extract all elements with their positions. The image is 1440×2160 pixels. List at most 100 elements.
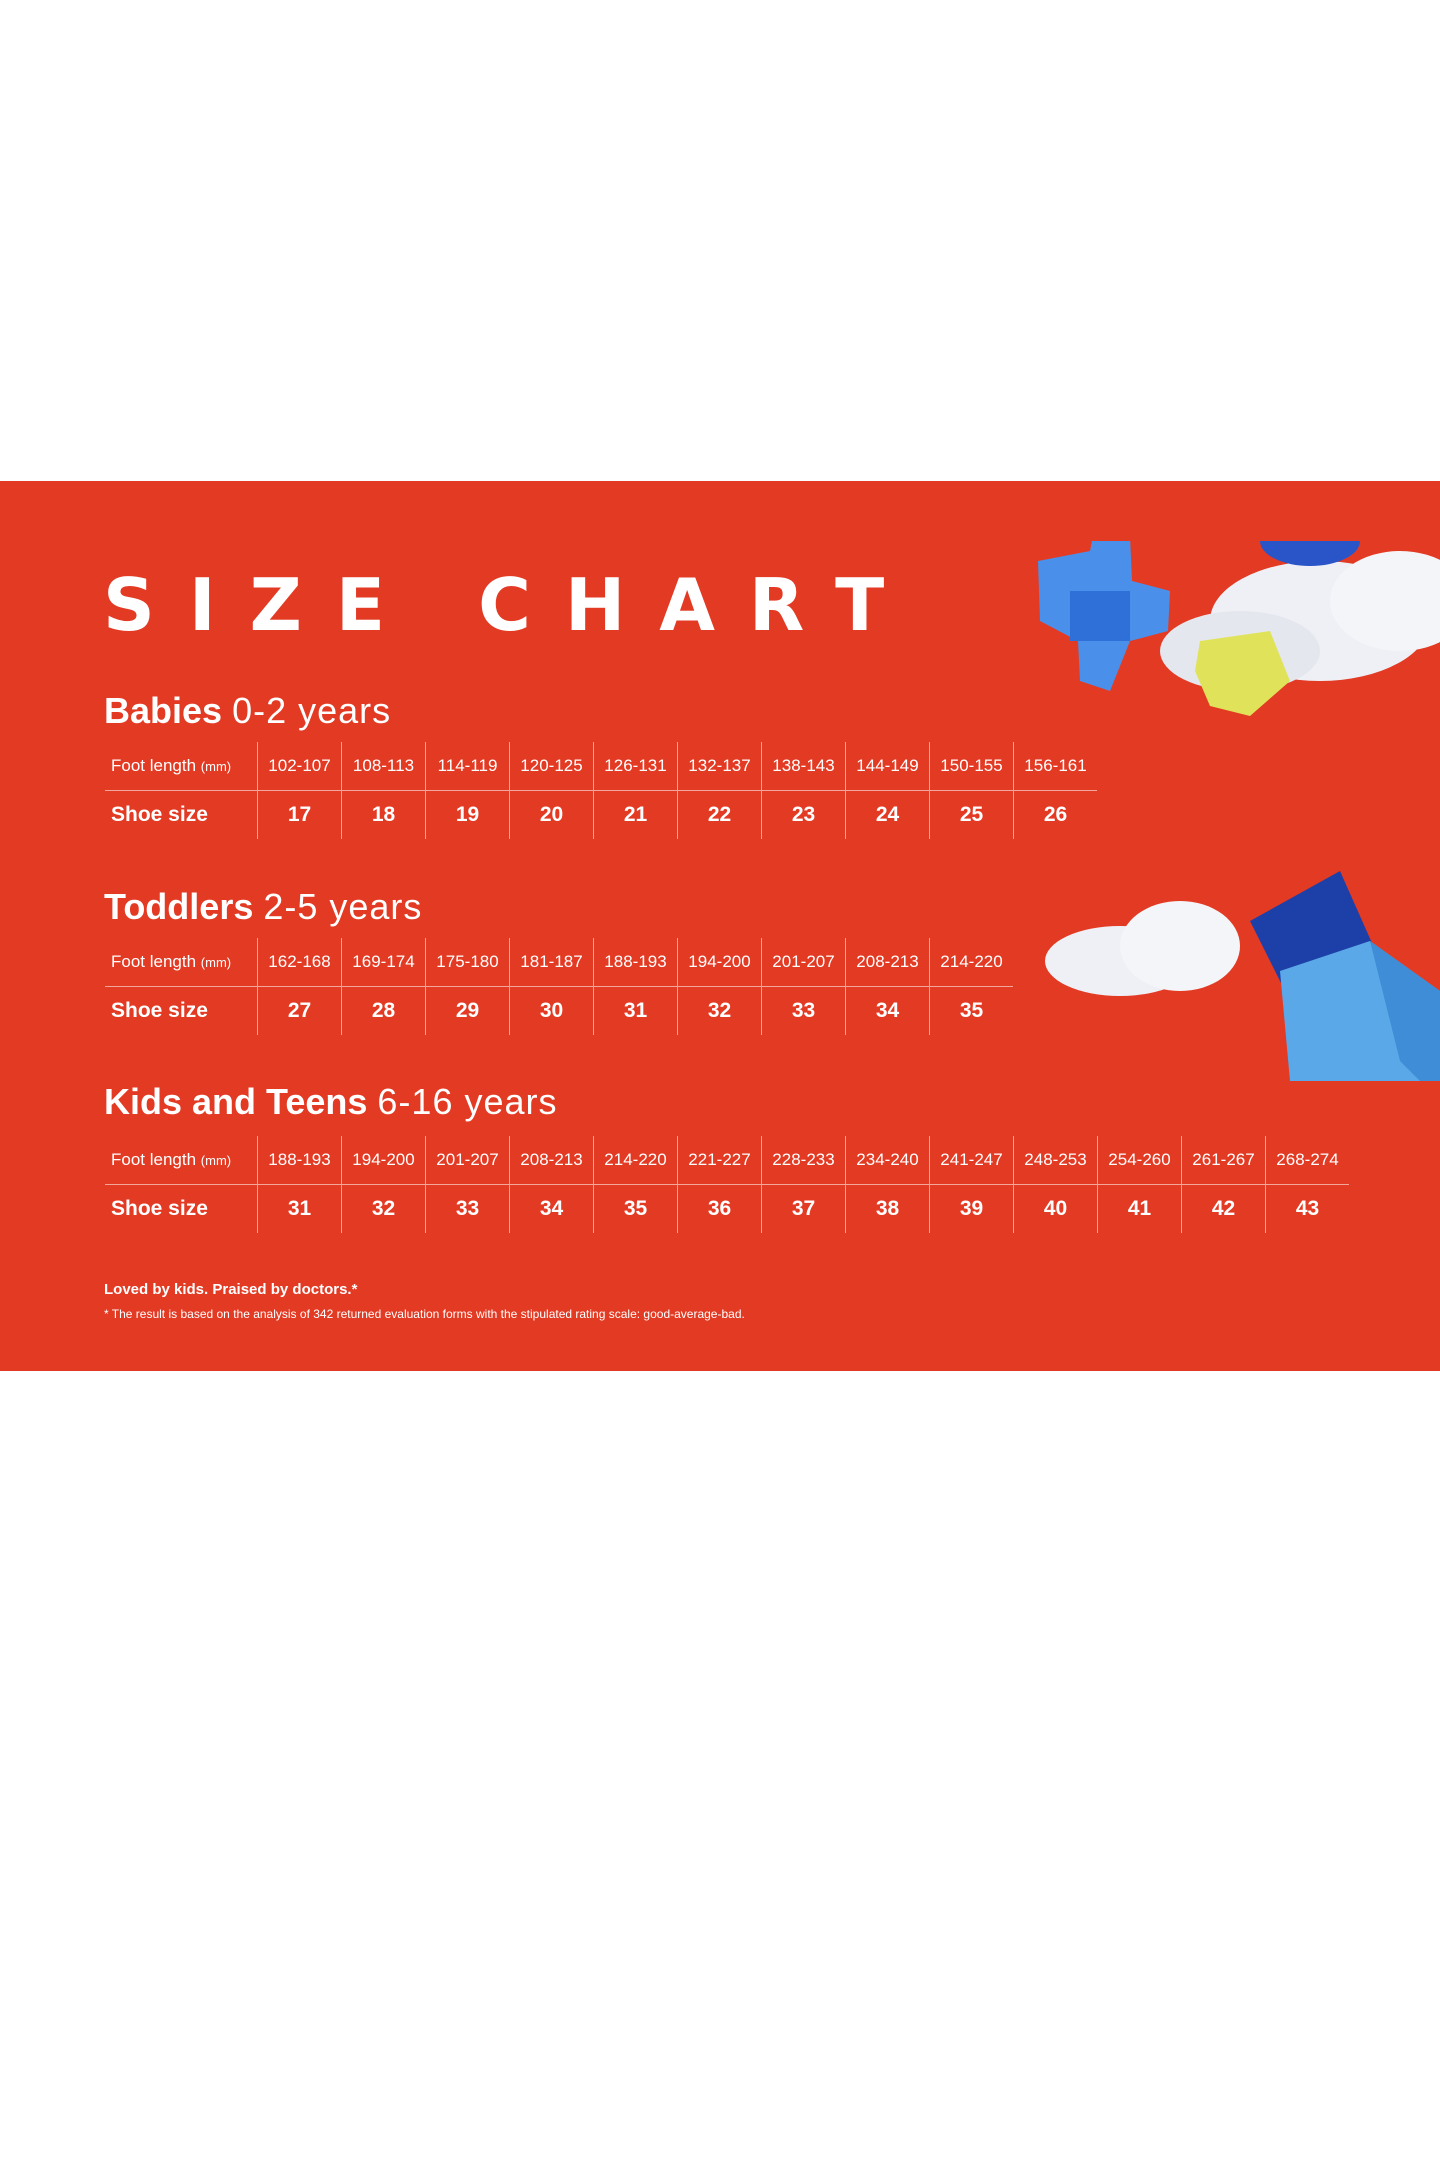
shoe-size-row: Shoe size 17 18 19 20 21 22 23 24 25 26 — [105, 790, 1097, 839]
foot-length-cell: 201-207 — [425, 1136, 510, 1185]
shoe-size-cell: 40 — [1013, 1184, 1098, 1233]
section-age: 0-2 years — [232, 690, 392, 731]
shoe-size-cell: 43 — [1265, 1184, 1349, 1233]
shoe-size-cell: 34 — [845, 986, 930, 1035]
shoe-size-cell: 27 — [257, 986, 342, 1035]
blue-block-icon — [1038, 541, 1170, 691]
section-heading-babies: Babies 0-2 years — [104, 693, 391, 729]
shoe-size-cell: 21 — [593, 790, 678, 839]
shoe-size-row: Shoe size 27 28 29 30 31 32 33 34 35 — [105, 986, 1013, 1035]
shoe-size-cell: 31 — [257, 1184, 342, 1233]
shoe-size-cell: 25 — [929, 790, 1014, 839]
foot-length-row: Foot length (mm) 102-107 108-113 114-119 120… — [105, 742, 1097, 791]
foot-length-cell: 175-180 — [425, 938, 510, 987]
shoe-size-cell: 17 — [257, 790, 342, 839]
foot-length-cell: 120-125 — [509, 742, 594, 791]
section-age: 6-16 years — [377, 1081, 558, 1122]
foot-length-cell: 108-113 — [341, 742, 426, 791]
row-label-foot-length: Foot length (mm) — [105, 1136, 258, 1185]
foot-length-cell: 221-227 — [677, 1136, 762, 1185]
decorative-blocks-and-clouds-illustration — [1038, 541, 1440, 1081]
babies-size-table: Foot length (mm) 102-107 108-113 114-119 120… — [105, 742, 1097, 839]
section-name: Kids and Teens — [104, 1081, 368, 1122]
foot-length-cell: 228-233 — [761, 1136, 846, 1185]
foot-length-cell: 261-267 — [1181, 1136, 1266, 1185]
section-name: Toddlers — [104, 886, 254, 927]
shoe-size-cell: 28 — [341, 986, 426, 1035]
shoe-size-cell: 26 — [1013, 790, 1097, 839]
foot-length-cell: 162-168 — [257, 938, 342, 987]
shoe-size-cell: 36 — [677, 1184, 762, 1233]
foot-length-cell: 169-174 — [341, 938, 426, 987]
foot-length-cell: 188-193 — [257, 1136, 342, 1185]
foot-length-cell: 208-213 — [845, 938, 930, 987]
cloud-icon — [1045, 901, 1240, 996]
shoe-size-cell: 33 — [761, 986, 846, 1035]
foot-length-cell: 268-274 — [1265, 1136, 1349, 1185]
label-text: Foot length — [111, 756, 197, 775]
foot-length-cell: 214-220 — [929, 938, 1013, 987]
row-label-shoe-size: Shoe size — [111, 803, 208, 826]
light-blue-cube-icon — [1280, 941, 1440, 1081]
foot-length-cell: 126-131 — [593, 742, 678, 791]
row-label-shoe-size: Shoe size — [111, 1197, 208, 1220]
foot-length-cell: 201-207 — [761, 938, 846, 987]
shoe-size-cell: 30 — [509, 986, 594, 1035]
shoe-size-cell: 31 — [593, 986, 678, 1035]
shoe-size-cell: 41 — [1097, 1184, 1182, 1233]
foot-length-cell: 194-200 — [341, 1136, 426, 1185]
shoe-size-cell: 38 — [845, 1184, 930, 1233]
shoe-size-cell: 35 — [929, 986, 1013, 1035]
foot-length-cell: 181-187 — [509, 938, 594, 987]
page-title: SIZE CHART — [103, 563, 919, 647]
yellow-block-icon — [1195, 631, 1290, 716]
foot-length-cell: 188-193 — [593, 938, 678, 987]
label-text: Foot length — [111, 1150, 197, 1169]
shoe-size-cell: 22 — [677, 790, 762, 839]
foot-length-cell: 102-107 — [257, 742, 342, 791]
unit-text: (mm) — [200, 1153, 232, 1168]
shoe-size-cell: 18 — [341, 790, 426, 839]
foot-length-cell: 248-253 — [1013, 1136, 1098, 1185]
foot-length-cell: 234-240 — [845, 1136, 930, 1185]
size-chart-banner: SIZE CHART Babies 0-2 years Foot length … — [0, 481, 1440, 1371]
tagline: Loved by kids. Praised by doctors.* — [104, 1281, 358, 1298]
foot-length-cell: 138-143 — [761, 742, 846, 791]
foot-length-cell: 114-119 — [425, 742, 510, 791]
shoe-size-cell: 39 — [929, 1184, 1014, 1233]
foot-length-row: Foot length (mm) 162-168 169-174 175-180 181… — [105, 938, 1013, 987]
shoe-size-cell: 19 — [425, 790, 510, 839]
shoe-size-cell: 42 — [1181, 1184, 1266, 1233]
shoe-size-cell: 34 — [509, 1184, 594, 1233]
shoe-size-cell: 37 — [761, 1184, 846, 1233]
foot-length-cell: 132-137 — [677, 742, 762, 791]
foot-length-cell: 254-260 — [1097, 1136, 1182, 1185]
shoe-size-cell: 29 — [425, 986, 510, 1035]
foot-length-cell: 241-247 — [929, 1136, 1014, 1185]
row-label-shoe-size: Shoe size — [111, 999, 208, 1022]
shoe-size-cell: 23 — [761, 790, 846, 839]
section-age: 2-5 years — [263, 886, 423, 927]
section-heading-toddlers: Toddlers 2-5 years — [104, 889, 422, 925]
footnote: * The result is based on the analysis of… — [104, 1307, 745, 1321]
shoe-size-cell: 32 — [341, 1184, 426, 1233]
unit-text: (mm) — [200, 759, 232, 774]
foot-length-cell: 194-200 — [677, 938, 762, 987]
section-name: Babies — [104, 690, 223, 731]
shoe-size-cell: 35 — [593, 1184, 678, 1233]
foot-length-cell: 144-149 — [845, 742, 930, 791]
kids-teens-size-table: Foot length (mm) 188-193 194-200 201-207 208… — [105, 1136, 1349, 1233]
foot-length-cell: 156-161 — [1013, 742, 1097, 791]
shoe-size-cell: 32 — [677, 986, 762, 1035]
shoe-size-cell: 24 — [845, 790, 930, 839]
foot-length-cell: 150-155 — [929, 742, 1014, 791]
shoe-size-cell: 20 — [509, 790, 594, 839]
shoe-size-row: Shoe size 31 32 33 34 35 36 37 38 39 40 41 42 43 — [105, 1184, 1349, 1233]
row-label-foot-length: Foot length (mm) — [105, 742, 258, 791]
row-label-foot-length: Foot length (mm) — [105, 938, 258, 987]
foot-length-cell: 214-220 — [593, 1136, 678, 1185]
foot-length-row: Foot length (mm) 188-193 194-200 201-207 208… — [105, 1136, 1349, 1185]
unit-text: (mm) — [200, 955, 232, 970]
label-text: Foot length — [111, 952, 197, 971]
section-heading-kids-teens: Kids and Teens 6-16 years — [104, 1084, 558, 1120]
